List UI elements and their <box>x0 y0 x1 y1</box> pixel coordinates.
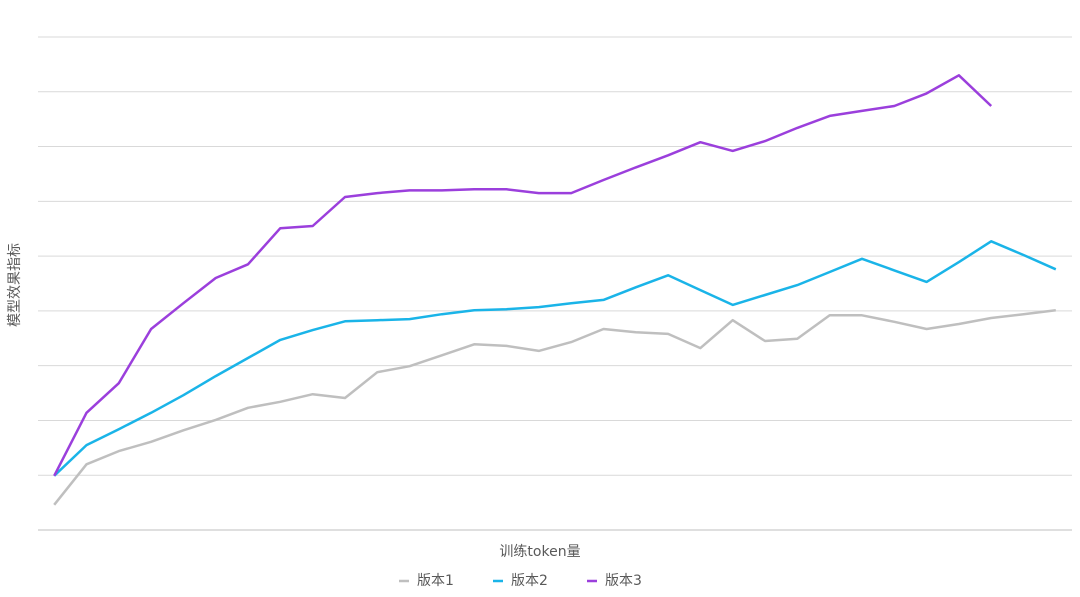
x-axis-label: 训练token量 <box>499 544 580 560</box>
series-line <box>53 74 993 477</box>
legend-label: 版本1 <box>417 573 454 589</box>
legend-label: 版本3 <box>605 573 642 589</box>
series-line <box>53 309 1056 506</box>
series-line <box>53 240 1057 477</box>
legend-label: 版本2 <box>511 573 548 589</box>
y-axis-label: 模型效果指标 <box>7 243 23 327</box>
